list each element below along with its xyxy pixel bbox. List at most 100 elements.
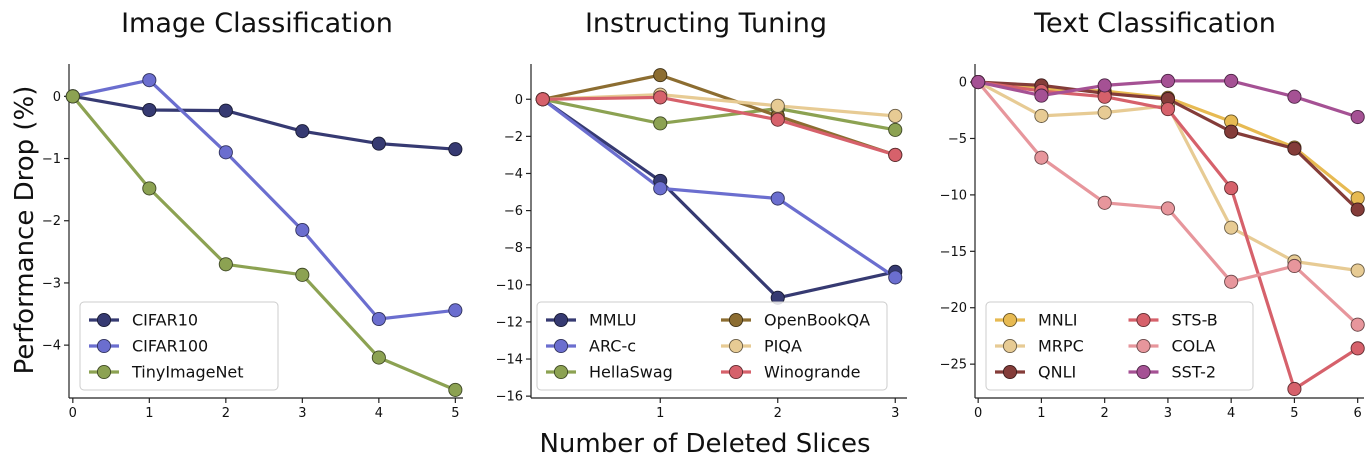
data-point-tinyimagenet [295, 267, 310, 282]
legend-swatch-marker [96, 312, 112, 328]
data-point-mrpc [1224, 220, 1239, 235]
y-tick-label: −4 [42, 339, 61, 354]
y-tick-label: −20 [940, 301, 967, 316]
data-point-cifar100 [295, 223, 310, 238]
y-tick-label: 0 [515, 93, 523, 108]
data-point-hellaswag [888, 122, 903, 137]
y-tick-label: 0 [959, 76, 967, 91]
legend-swatch-marker [728, 312, 744, 328]
legend-label: Winogrande [764, 363, 861, 382]
x-tick-label: 6 [1354, 406, 1362, 421]
data-point-cifar100 [142, 73, 157, 88]
y-tick-label: −2 [504, 130, 523, 145]
data-point-hellaswag [653, 116, 668, 131]
legend-swatch-marker [96, 338, 112, 354]
x-tick-label: 0 [69, 406, 77, 421]
data-point-openbookqa [653, 68, 668, 83]
legend-label: SST-2 [1172, 363, 1217, 382]
legend-swatch-marker [96, 364, 112, 380]
data-point-sst-2 [1160, 73, 1175, 88]
data-point-piqa [888, 108, 903, 124]
legend-swatch-marker [553, 312, 569, 328]
x-tick-label: 2 [1101, 406, 1109, 421]
data-point-sst-2 [1287, 89, 1302, 104]
legend-box [536, 301, 888, 391]
legend-swatch-marker [1002, 312, 1018, 328]
data-point-arc-c [770, 191, 785, 206]
series-line-tinyimagenet [71, 94, 457, 392]
x-tick-label: 1 [145, 406, 153, 421]
legend-label: HellaSwag [589, 363, 673, 382]
data-point-sst-2 [1034, 88, 1049, 103]
x-tick-label: 0 [974, 406, 982, 421]
data-point-cifar10 [218, 103, 233, 118]
legend: MNLI MRPC QNLI STS-B COLA SST-2 [985, 301, 1254, 391]
y-tick-label: −12 [496, 315, 523, 330]
y-tick-label: −8 [504, 241, 523, 256]
data-point-winogrande [770, 112, 785, 127]
legend-label: QNLI [1038, 363, 1076, 382]
data-point-cola [1097, 195, 1112, 210]
data-point-sst-2 [1350, 109, 1365, 125]
data-point-cifar10 [142, 102, 157, 118]
legend-swatch-marker [1002, 364, 1018, 380]
legend-swatch-marker [1002, 338, 1018, 354]
data-point-sts-b [1350, 341, 1365, 356]
y-tick-label: −10 [496, 278, 523, 293]
data-point-qnli [1224, 124, 1239, 139]
data-point-cola [1287, 258, 1302, 274]
data-point-sts-b [1224, 181, 1239, 196]
y-tick-label: −14 [496, 353, 523, 368]
legend-label: PIQA [764, 337, 802, 356]
legend-label: COLA [1172, 337, 1216, 356]
data-point-tinyimagenet [218, 257, 233, 272]
legend-box [79, 301, 279, 391]
y-tick-label: −5 [948, 132, 967, 147]
data-point-sts-b [1287, 381, 1302, 397]
chart-title: Image Classification [121, 8, 393, 39]
data-point-cifar100 [448, 303, 463, 318]
x-tick-label: 5 [1290, 406, 1298, 421]
legend-swatch-marker [553, 338, 569, 354]
legend-label: MNLI [1038, 311, 1077, 330]
legend-box [985, 301, 1254, 391]
y-tick-label: −3 [42, 276, 61, 291]
legend-label: TinyImageNet [131, 363, 244, 382]
y-tick-label: −2 [42, 214, 61, 229]
series-line-winogrande [541, 95, 897, 157]
legend: MMLU ARC-c HellaSwag OpenBookQA PIQA Winogran… [536, 301, 888, 391]
panel-3: Text Classification 0 −5 −10 −15 −20 −25 0 1 2 3 4 5… [940, 8, 1365, 421]
data-point-cola [1350, 317, 1365, 332]
data-point-winogrande [653, 90, 668, 105]
data-point-cola [1224, 274, 1239, 289]
data-point-qnli [1350, 202, 1365, 217]
data-point-cifar10 [295, 124, 310, 139]
series-line-cifar10 [71, 94, 457, 151]
data-point-sst-2 [1097, 78, 1112, 93]
y-axis-label: Performance Drop (%) [10, 86, 40, 375]
y-tick-label: −4 [504, 167, 523, 182]
panel-2: Instructing Tuning 0 −2 −4 −6 −8 −10 −12 −14 −16 1… [496, 8, 907, 421]
data-point-cifar100 [218, 145, 233, 160]
data-point-sst-2 [1224, 73, 1239, 88]
series-line-arc-c [541, 97, 897, 279]
data-point-cifar10 [448, 142, 463, 157]
legend-swatch-marker [553, 364, 569, 380]
data-point-piqa [770, 98, 785, 113]
panel-1: Image Classification 0 −1 −2 −3 −4 0 1 2 3 4 5 CIFAR… [42, 8, 463, 421]
x-tick-label: 3 [891, 406, 899, 421]
data-point-arc-c [653, 181, 668, 196]
y-tick-label: −25 [940, 358, 967, 373]
data-point-winogrande [888, 147, 903, 162]
y-tick-label: −16 [496, 390, 523, 405]
data-point-tinyimagenet [448, 382, 463, 397]
series-line-cifar100 [71, 78, 457, 321]
legend-label: MMLU [589, 311, 636, 330]
data-point-arc-c [888, 270, 903, 285]
x-tick-label: 3 [298, 406, 306, 421]
legend: CIFAR10 CIFAR100 TinyImageNet [79, 301, 279, 391]
y-tick-label: −10 [940, 188, 967, 203]
y-tick-label: 0 [53, 90, 61, 105]
y-tick-label: −15 [940, 245, 967, 260]
